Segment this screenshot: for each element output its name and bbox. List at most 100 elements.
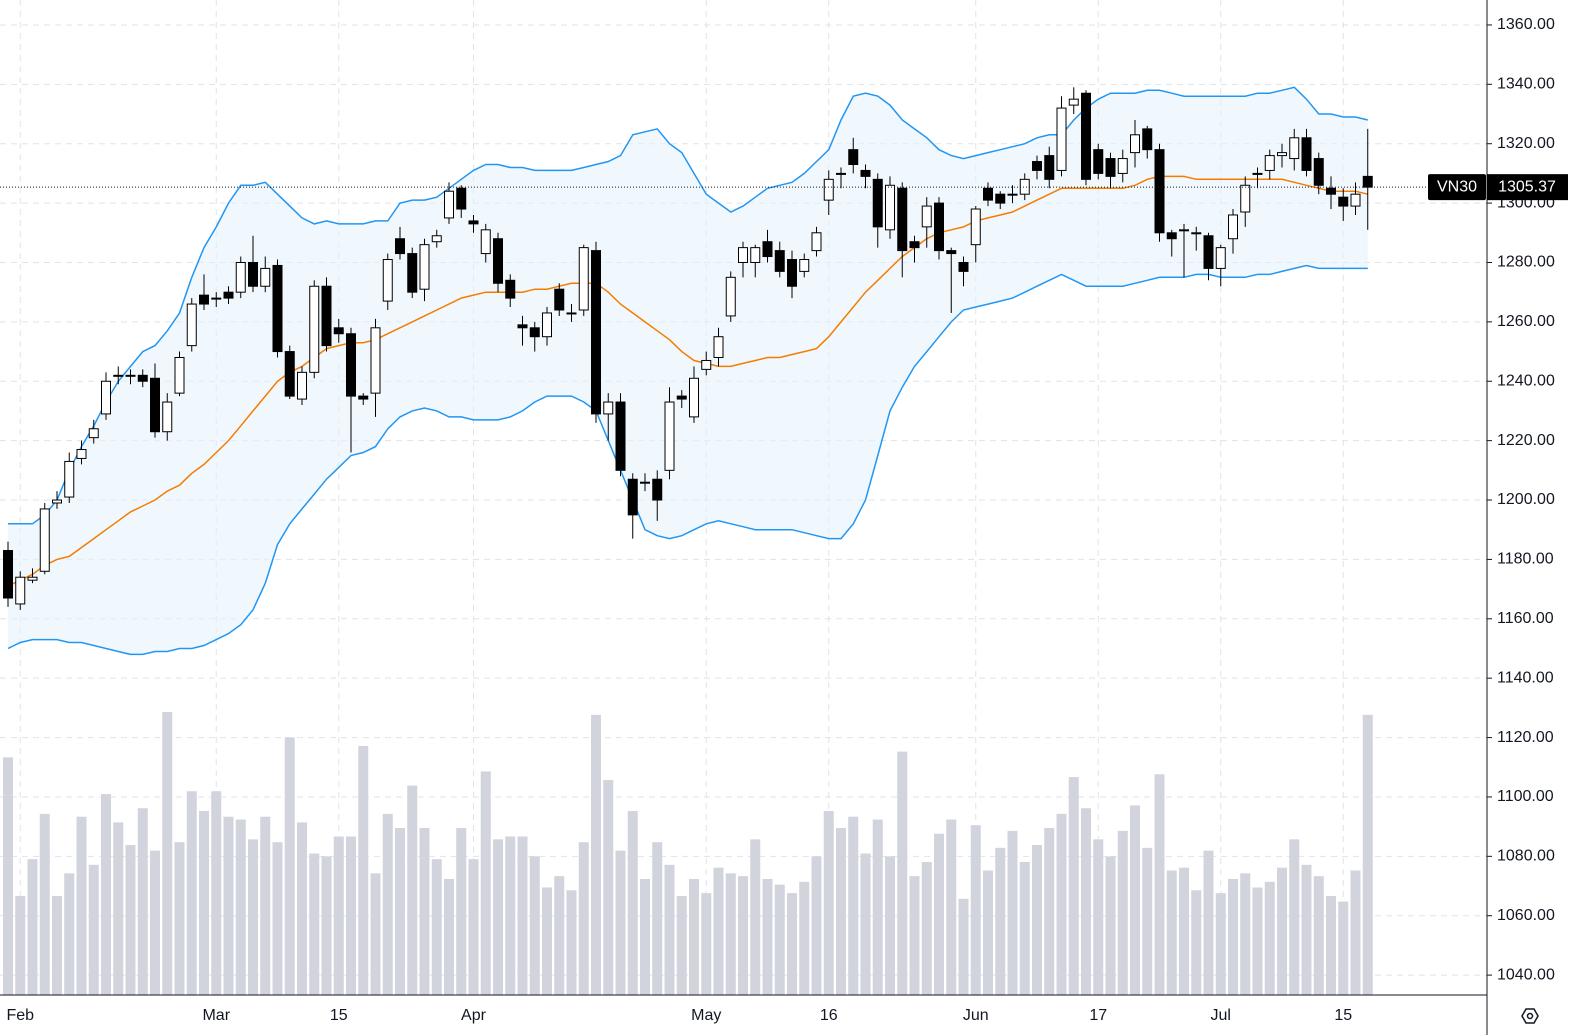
symbol-label: VN30 (1437, 178, 1477, 195)
volume-bar (1313, 876, 1324, 995)
candle-body (493, 238, 503, 284)
volume-bar (713, 867, 724, 995)
candle-body (505, 279, 516, 299)
y-tick-label: 1180.00 (1497, 551, 1554, 568)
volume-bar (983, 870, 993, 995)
candle-body (162, 401, 173, 433)
candle-body (52, 499, 62, 504)
y-tick-label: 1220.00 (1497, 432, 1555, 449)
volume-bar (1068, 777, 1079, 995)
y-tick-label: 1260.00 (1497, 313, 1555, 330)
volume-bar (1142, 847, 1153, 995)
volume-bar (162, 712, 173, 995)
candle-body (995, 193, 1006, 204)
volume-bar (701, 893, 712, 995)
volume-bar (1264, 881, 1275, 995)
candle-body (174, 356, 185, 394)
candle-body (1019, 178, 1030, 195)
y-tick-label: 1200.00 (1497, 491, 1555, 508)
volume-bar (676, 895, 687, 995)
candle-body (1289, 137, 1300, 160)
x-tick-label: Feb (6, 1007, 34, 1024)
volume-bar (199, 811, 209, 995)
candle-body (1105, 158, 1116, 177)
candle-body (370, 327, 381, 394)
candle-body (738, 247, 748, 263)
candle-body (309, 285, 320, 373)
candle-body (150, 377, 160, 433)
y-tick-label: 1120.00 (1497, 729, 1554, 746)
y-tick-label: 1060.00 (1497, 907, 1555, 924)
volume-bar (872, 819, 883, 995)
volume-bar (370, 873, 381, 995)
volume-bar (1056, 813, 1067, 995)
volume-bar (1338, 901, 1349, 995)
candle-body (223, 291, 234, 299)
volume-bar (603, 779, 614, 995)
volume-bar (1301, 864, 1312, 995)
volume-bar (382, 813, 393, 995)
volume-bar (578, 842, 589, 995)
candle-body (872, 178, 883, 228)
volume-bar (958, 898, 969, 995)
volume-bar (566, 890, 577, 995)
candle-body (836, 172, 846, 175)
volume-bar (174, 842, 185, 995)
candle-body (125, 374, 136, 377)
symbol-tag (1428, 174, 1486, 201)
candle-body (431, 235, 442, 243)
candle-body (517, 324, 528, 329)
volume-bar (640, 878, 650, 995)
candle-body (382, 259, 393, 302)
volume-bar (444, 878, 454, 995)
candle-body (799, 259, 810, 272)
candle-body (787, 259, 797, 287)
volume-bar (689, 878, 699, 995)
volume-bar (1166, 870, 1177, 995)
candle-body (909, 241, 920, 249)
settings-icon[interactable] (1521, 1008, 1539, 1024)
volume-bar (1240, 873, 1251, 995)
x-tick-label: Jul (1211, 1007, 1231, 1024)
candle-body (946, 250, 957, 255)
volume-bar (1350, 870, 1361, 995)
volume-bar (493, 839, 503, 995)
candle-body (113, 374, 124, 377)
candle-body (1166, 232, 1177, 240)
candle-body (1117, 158, 1128, 174)
volume-bar (297, 822, 307, 995)
candle-body (860, 169, 871, 177)
candle-body (983, 187, 993, 201)
candle-body (897, 187, 908, 252)
candle-body (1203, 235, 1214, 269)
x-tick-label: Jun (963, 1007, 989, 1024)
candle-body (297, 371, 307, 400)
candle-body (689, 377, 699, 418)
volume-bar (395, 828, 405, 995)
candle-body (811, 232, 822, 252)
candle-body (260, 267, 271, 287)
volume-bar (284, 737, 295, 995)
volume-pane (3, 712, 1373, 995)
settings-icon-dot[interactable] (1526, 1012, 1534, 1020)
candle-body (346, 333, 356, 397)
candle-body (101, 380, 111, 415)
volume-bar (517, 836, 528, 995)
volume-bar (358, 745, 369, 995)
volume-bar (591, 714, 601, 995)
volume-bar (909, 876, 920, 995)
y-tick-label: 1240.00 (1497, 372, 1555, 389)
volume-bar (468, 859, 479, 995)
candle-body (554, 288, 565, 311)
volume-bar (52, 895, 62, 995)
volume-bar (125, 845, 136, 995)
volume-bar (1362, 714, 1373, 995)
volume-bar (113, 822, 124, 995)
candle-body (823, 178, 834, 201)
last-price-tag: VN30 1305.37 (0, 174, 1568, 201)
volume-bar (235, 819, 246, 995)
settings-button[interactable] (1521, 1008, 1539, 1024)
